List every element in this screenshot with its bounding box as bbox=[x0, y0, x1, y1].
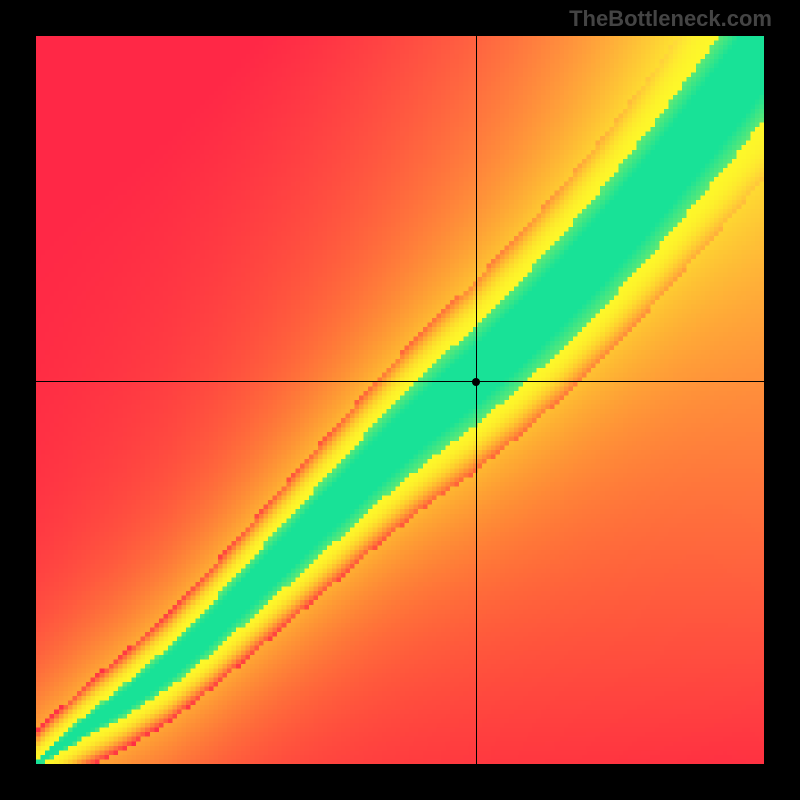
bottleneck-heatmap bbox=[36, 36, 764, 764]
crosshair-horizontal bbox=[36, 381, 764, 382]
watermark-text: TheBottleneck.com bbox=[569, 6, 772, 32]
crosshair-vertical bbox=[476, 36, 477, 764]
